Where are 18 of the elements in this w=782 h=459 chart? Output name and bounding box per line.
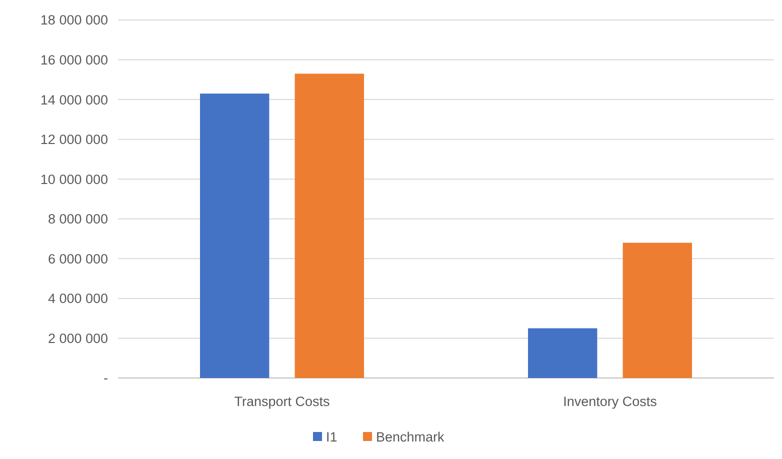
y-tick-label: 12 000 000: [40, 132, 108, 148]
x-tick-label: Inventory Costs: [563, 394, 658, 409]
bar: [528, 328, 598, 378]
y-tick-label: 4 000 000: [48, 291, 108, 306]
x-tick-label: Transport Costs: [234, 394, 330, 409]
y-tick-label: 14 000 000: [40, 92, 108, 108]
y-tick-label: 18 000 000: [40, 12, 108, 28]
bar: [200, 94, 270, 378]
y-tick-label: 6 000 000: [48, 251, 108, 266]
bar: [622, 242, 692, 378]
y-tick-label: 2 000 000: [48, 330, 108, 346]
bar: [294, 74, 364, 378]
y-tick-label: 8 000 000: [48, 212, 108, 227]
y-tick-label: 16 000 000: [40, 52, 108, 68]
y-tick-label: 10 000 000: [40, 172, 108, 187]
legend-label: Benchmark: [376, 430, 445, 445]
legend-label: I1: [326, 430, 338, 445]
y-tick-label: -: [104, 370, 108, 386]
